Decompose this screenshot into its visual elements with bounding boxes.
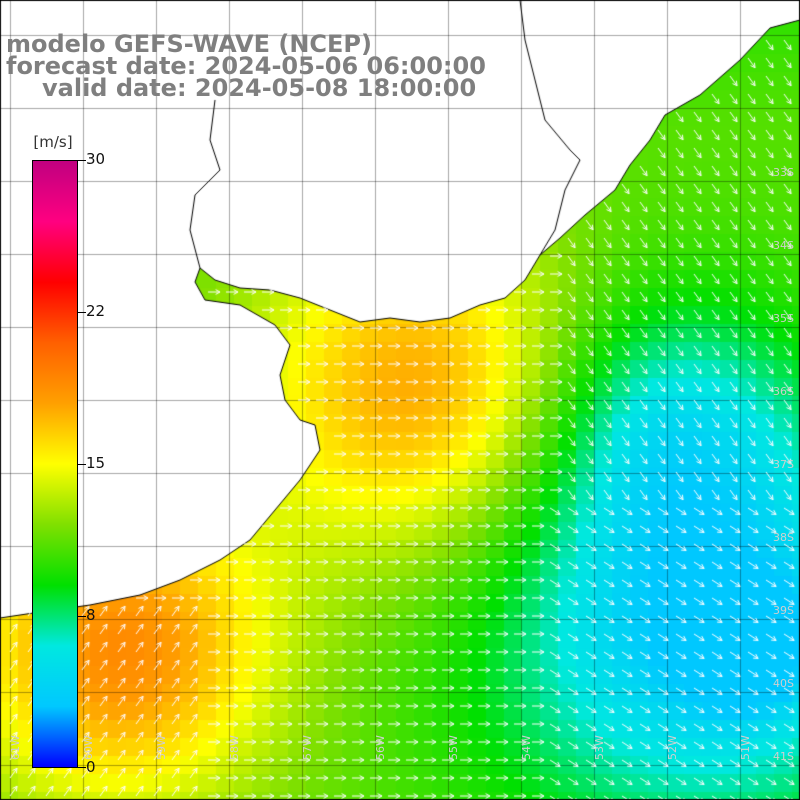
lon-label: 53W (593, 735, 606, 760)
lon-label: 60W (82, 735, 95, 760)
colorbar-tick-line (78, 160, 86, 161)
lon-label: 55W (447, 735, 460, 760)
colorbar-tick-8: 8 (86, 606, 96, 624)
colorbar-tick-15: 15 (86, 454, 106, 472)
lat-label: 37S (773, 458, 794, 471)
forecast-date: forecast date: 2024-05-06 06:00:00 (6, 52, 486, 80)
colorbar-tick-0: 0 (86, 758, 96, 776)
colorbar-tick-22: 22 (86, 302, 106, 320)
lat-label: 38S (773, 531, 794, 544)
colorbar-tick-30: 30 (86, 150, 106, 168)
valid-date: valid date: 2024-05-08 18:00:00 (42, 74, 477, 102)
lat-label: 36S (773, 385, 794, 398)
lat-label: 34S (773, 239, 794, 252)
lat-label: 35S (773, 312, 794, 325)
colorbar (32, 160, 78, 768)
colorbar-unit: [m/s] (33, 133, 73, 151)
lon-label: 61W (9, 735, 22, 760)
lat-label: 40S (773, 677, 794, 690)
lat-label: 41S (773, 750, 794, 763)
lon-label: 54W (520, 735, 533, 760)
lon-label: 58W (228, 735, 241, 760)
lat-label: 39S (773, 604, 794, 617)
colorbar-tick-line (78, 767, 86, 768)
colorbar-tick-line (78, 464, 86, 465)
colorbar-tick-line (78, 312, 86, 313)
colorbar-tick-line (78, 616, 86, 617)
lon-label: 59W (155, 735, 168, 760)
lon-label: 56W (374, 735, 387, 760)
model-title: modelo GEFS-WAVE (NCEP) (6, 30, 372, 58)
lon-label: 51W (739, 735, 752, 760)
lon-label: 57W (301, 735, 314, 760)
lon-label: 52W (666, 735, 679, 760)
lat-label: 33S (773, 166, 794, 179)
